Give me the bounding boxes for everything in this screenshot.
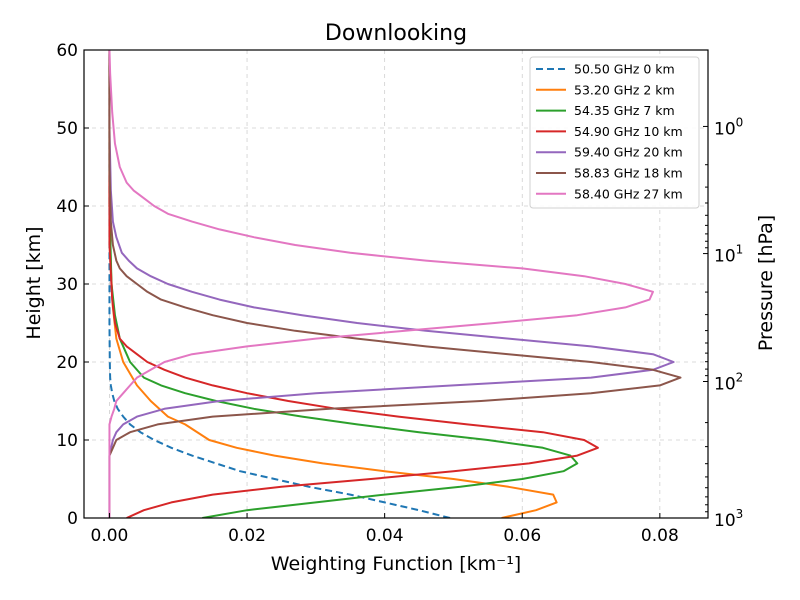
y2-axis-label: Pressure [hPa] (755, 215, 777, 351)
y-axis: 0 10 20 30 40 50 60 (56, 41, 89, 529)
legend-entry: 54.35 GHz 7 km (574, 103, 675, 118)
legend: 50.50 GHz 0 km 53.20 GHz 2 km 54.35 GHz 7 … (529, 56, 700, 209)
legend-entry: 59.40 GHz 20 km (574, 145, 683, 160)
x-tick-label: 0.04 (366, 526, 404, 546)
y2-axis: 100 101 102 103 (703, 115, 743, 531)
legend-entry: 54.90 GHz 10 km (574, 124, 683, 139)
series-line (108, 50, 675, 518)
y-tick-label: 0 (67, 509, 78, 529)
x-axis: 0.00 0.02 0.04 0.06 0.08 (91, 513, 679, 546)
y-tick-label: 20 (56, 353, 78, 373)
y-tick-label: 40 (56, 197, 78, 217)
y2-tick-label: 102 (714, 371, 743, 395)
series-line (108, 50, 682, 518)
series-line (108, 50, 654, 518)
y-tick-label: 60 (56, 41, 78, 61)
x-tick-label: 0.02 (228, 526, 266, 546)
y-tick-label: 50 (56, 119, 78, 139)
y2-tick-label: 103 (714, 507, 743, 531)
legend-entry: 58.40 GHz 27 km (574, 186, 683, 201)
y-tick-label: 10 (56, 431, 78, 451)
legend-entry: 50.50 GHz 0 km (574, 62, 675, 77)
series-line (108, 50, 599, 518)
y2-tick-label: 100 (714, 115, 743, 139)
chart-title: Downlooking (325, 21, 467, 46)
x-tick-label: 0.06 (503, 526, 541, 546)
legend-entry: 53.20 GHz 2 km (574, 82, 675, 97)
x-tick-label: 0.00 (91, 526, 129, 546)
series-line (108, 50, 451, 518)
y-axis-label: Height [km] (23, 226, 45, 339)
x-tick-label: 0.08 (641, 526, 679, 546)
series-layer (108, 50, 682, 518)
legend-entry: 58.83 GHz 18 km (574, 166, 683, 181)
y-tick-label: 30 (56, 275, 78, 295)
x-axis-label: Weighting Function [km⁻¹] (271, 553, 521, 575)
legend-box (529, 56, 700, 209)
y2-tick-label: 101 (714, 243, 743, 267)
